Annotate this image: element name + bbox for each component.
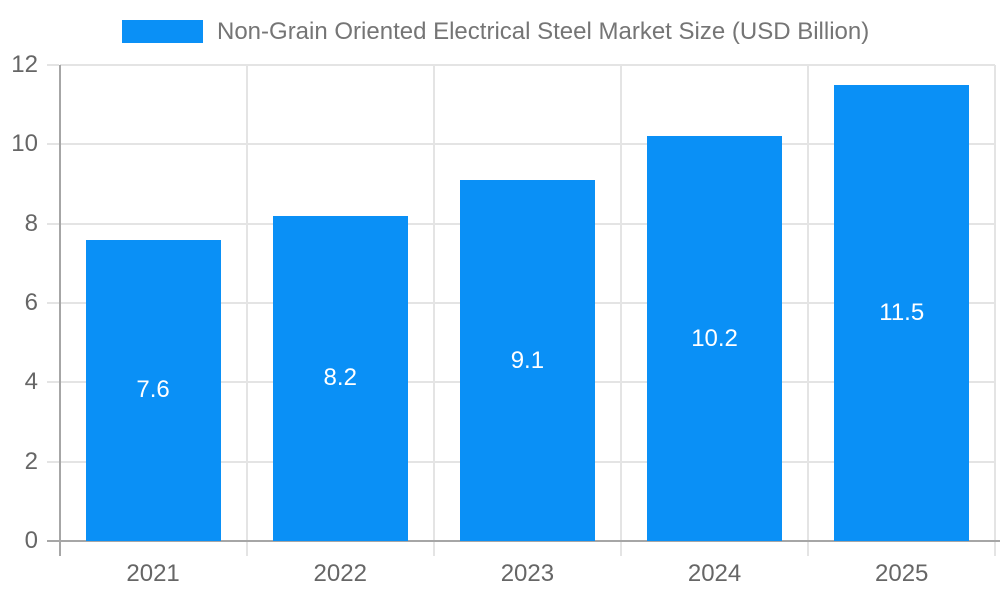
y-tick-mark [47,222,59,225]
x-gridline [994,65,997,556]
legend: Non-Grain Oriented Electrical Steel Mark… [122,18,869,45]
y-axis-tick-label: 4 [24,368,38,396]
y-axis-tick-label: 10 [11,130,38,158]
y-axis-tick-label: 8 [24,209,38,237]
y-gridline [59,143,996,146]
bar-2023 [459,180,595,541]
x-axis-tick-label: 2025 [875,560,929,587]
bar-value-label: 10.2 [691,324,738,352]
y-axis-line [58,65,61,556]
x-gridline [619,65,622,556]
y-tick-mark [47,302,59,304]
x-axis-tick-label: 2021 [126,560,180,587]
y-axis-tick-label: 6 [24,289,38,316]
y-tick-mark [47,64,59,66]
y-axis-tick-label: 12 [11,51,38,78]
bar-value-label: 9.1 [510,346,545,374]
x-gridline [245,65,248,556]
legend-label: Non-Grain Oriented Electrical Steel Mark… [217,18,870,45]
y-tick-mark [47,381,59,384]
bar-2024 [647,136,783,541]
x-gridline [432,65,435,556]
bar-2022 [272,215,408,541]
x-axis-tick-label: 2023 [500,560,555,587]
x-axis-line [47,540,1000,542]
y-axis-tick-label: 0 [24,527,38,554]
bar-value-label: 8.2 [323,364,357,392]
bar-2025 [834,84,970,541]
x-axis-tick-label: 2024 [687,560,742,587]
y-axis-tick-label: 2 [24,447,38,475]
legend-swatch [122,20,203,43]
y-gridline [59,64,996,66]
y-tick-mark [47,143,59,146]
bar-value-label: 11.5 [879,298,925,326]
bar-2021 [85,239,221,541]
bar-value-label: 7.6 [136,376,170,404]
y-tick-mark [47,460,59,463]
x-axis-tick-label: 2022 [313,560,367,587]
x-gridline [807,65,810,556]
